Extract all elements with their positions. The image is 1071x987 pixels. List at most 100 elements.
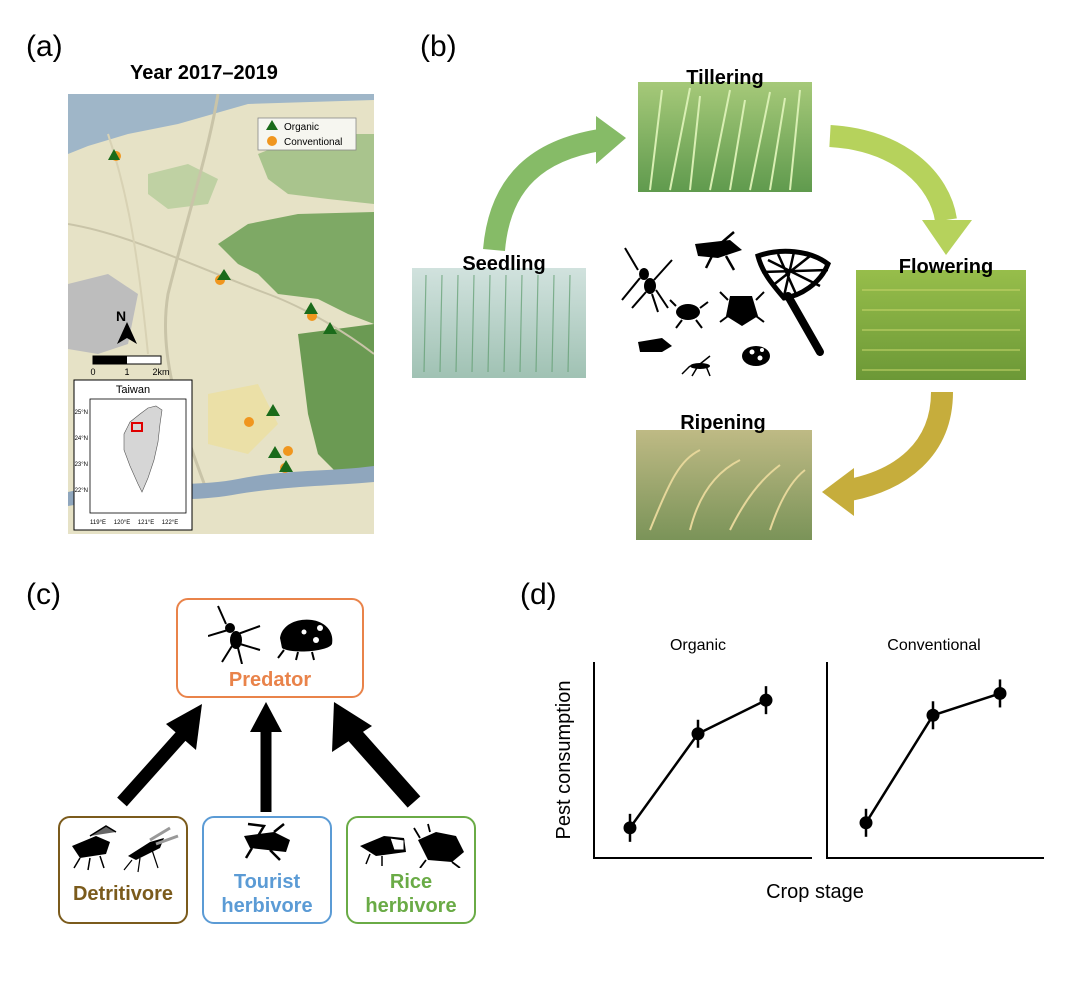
flowering-photo	[856, 270, 1026, 380]
tourist-herbivore-label-1: Tourist	[233, 871, 301, 893]
inset-lat-22: 22°N	[75, 488, 88, 494]
inset-title: Taiwan	[116, 384, 150, 396]
predator-box: Predator	[176, 598, 364, 698]
forest-area-upper	[218, 212, 374, 324]
arrow-head	[166, 704, 202, 750]
arrow-flowering-to-ripening	[847, 391, 953, 501]
predator-label: Predator	[228, 669, 312, 691]
arrow-head	[596, 116, 626, 164]
organic-site	[323, 322, 337, 334]
stink-bug-icon	[719, 291, 765, 326]
y-axis-label: Pest consumption	[553, 681, 575, 840]
farmland-patch	[208, 384, 278, 454]
foodweb-arrows	[117, 702, 421, 812]
organic-site	[279, 460, 293, 472]
inset-lat-23: 23°N	[75, 462, 88, 468]
organic-site	[108, 149, 120, 160]
chart-organic: Organic	[593, 637, 812, 859]
arrow-seedling-to-tillering	[483, 129, 602, 252]
study-site-map: Organic Conventional N 0 1 2km Taiwan 25…	[68, 94, 374, 534]
map-title: Year 2017–2019	[130, 62, 278, 84]
inset-lon-120: 120°E	[114, 520, 130, 526]
inset-lon-121: 121°E	[138, 520, 154, 526]
pest-consumption-charts: Pest consumption Crop stage Organic Conv…	[553, 637, 1044, 903]
organic-site	[217, 269, 231, 280]
rice-herbivore-label-2: herbivore	[365, 895, 457, 917]
fly-icon	[72, 825, 117, 871]
organic-site	[268, 446, 282, 458]
data-point	[623, 821, 637, 835]
ripening-photo	[636, 430, 812, 540]
stink-bug-icon	[413, 823, 464, 868]
seedling-photo	[412, 268, 586, 378]
tourist-herbivore-box: Tourist herbivore	[202, 816, 332, 924]
scale-bar: 0 1 2km	[90, 355, 170, 377]
panel-label-d: (d)	[520, 578, 557, 611]
ladybird-icon	[277, 619, 333, 661]
panel-label-c: (c)	[26, 578, 61, 611]
stage-label-seedling: Seedling	[462, 253, 545, 275]
study-area-marker	[131, 422, 143, 432]
forest-area-north	[258, 134, 374, 204]
scale-tick-2: 2km	[152, 367, 169, 377]
crop-cycle-diagram: Tillering Flowering Ripening Seedling	[412, 67, 1026, 540]
inset-lon-119: 119°E	[90, 520, 106, 526]
axes-organic	[593, 662, 812, 859]
inset-lat-25: 25°N	[75, 410, 88, 416]
detritivore-label: Detritivore	[72, 883, 174, 905]
rice-herbivore-label-1: Rice	[389, 871, 433, 893]
conventional-site	[244, 417, 254, 427]
ladybird-icon	[742, 346, 770, 366]
detritivore-icons	[72, 825, 179, 873]
spider-icon	[208, 605, 261, 664]
series-line	[628, 699, 767, 829]
chart-title-conventional: Conventional	[887, 637, 980, 654]
arrow-tillering-to-flowering	[829, 125, 957, 223]
arrow-rice-to-predator	[343, 724, 421, 808]
legend-conventional: Conventional	[284, 137, 342, 148]
data-point	[859, 816, 873, 830]
beetle-icon	[669, 299, 709, 329]
arrow-detritivore-to-predator	[117, 721, 195, 807]
taiwan-island	[123, 405, 163, 493]
organic-site	[266, 404, 280, 416]
planthopper-icon	[360, 836, 406, 866]
tillering-photo	[638, 82, 812, 192]
site-markers	[108, 149, 337, 473]
arthropod-icons	[621, 231, 832, 377]
urban-area	[68, 274, 138, 354]
mosquito-icon	[681, 355, 711, 377]
detritivore-box: Detritivore	[58, 816, 188, 924]
x-axis-label: Crop stage	[766, 881, 864, 903]
data-point	[691, 727, 705, 741]
midge-icon	[123, 826, 179, 873]
stage-label-flowering: Flowering	[899, 256, 993, 278]
stage-label-tillering: Tillering	[686, 67, 763, 89]
organic-legend-icon	[266, 120, 278, 130]
legend-organic: Organic	[284, 122, 319, 133]
sea	[68, 94, 374, 154]
arrow-head	[822, 468, 854, 516]
road	[68, 223, 374, 355]
stage-label-ripening: Ripening	[680, 412, 766, 434]
axes-conventional	[826, 662, 1044, 859]
north-arrow-icon	[117, 322, 137, 344]
tourist-herbivore-label-2: herbivore	[221, 895, 313, 917]
chart-conventional: Conventional	[826, 637, 1044, 859]
data-point	[993, 686, 1007, 700]
spider-icon	[621, 247, 673, 313]
forest-area-right	[298, 324, 374, 474]
inset-lat-24: 24°N	[75, 436, 88, 442]
scale-tick-0: 0	[90, 367, 95, 377]
rice-herbivore-box: Rice herbivore	[346, 816, 476, 924]
arrow-head	[332, 702, 372, 752]
organic-site	[304, 302, 318, 314]
rice-herbivore-icons	[360, 823, 464, 868]
predator-icons	[208, 605, 333, 664]
chart-title-organic: Organic	[670, 637, 726, 654]
inset-lon-122: 122°E	[162, 520, 178, 526]
planthopper-icon	[638, 338, 672, 352]
conventional-legend-icon	[267, 136, 277, 146]
conventional-site	[283, 446, 293, 456]
series-organic	[623, 686, 773, 842]
